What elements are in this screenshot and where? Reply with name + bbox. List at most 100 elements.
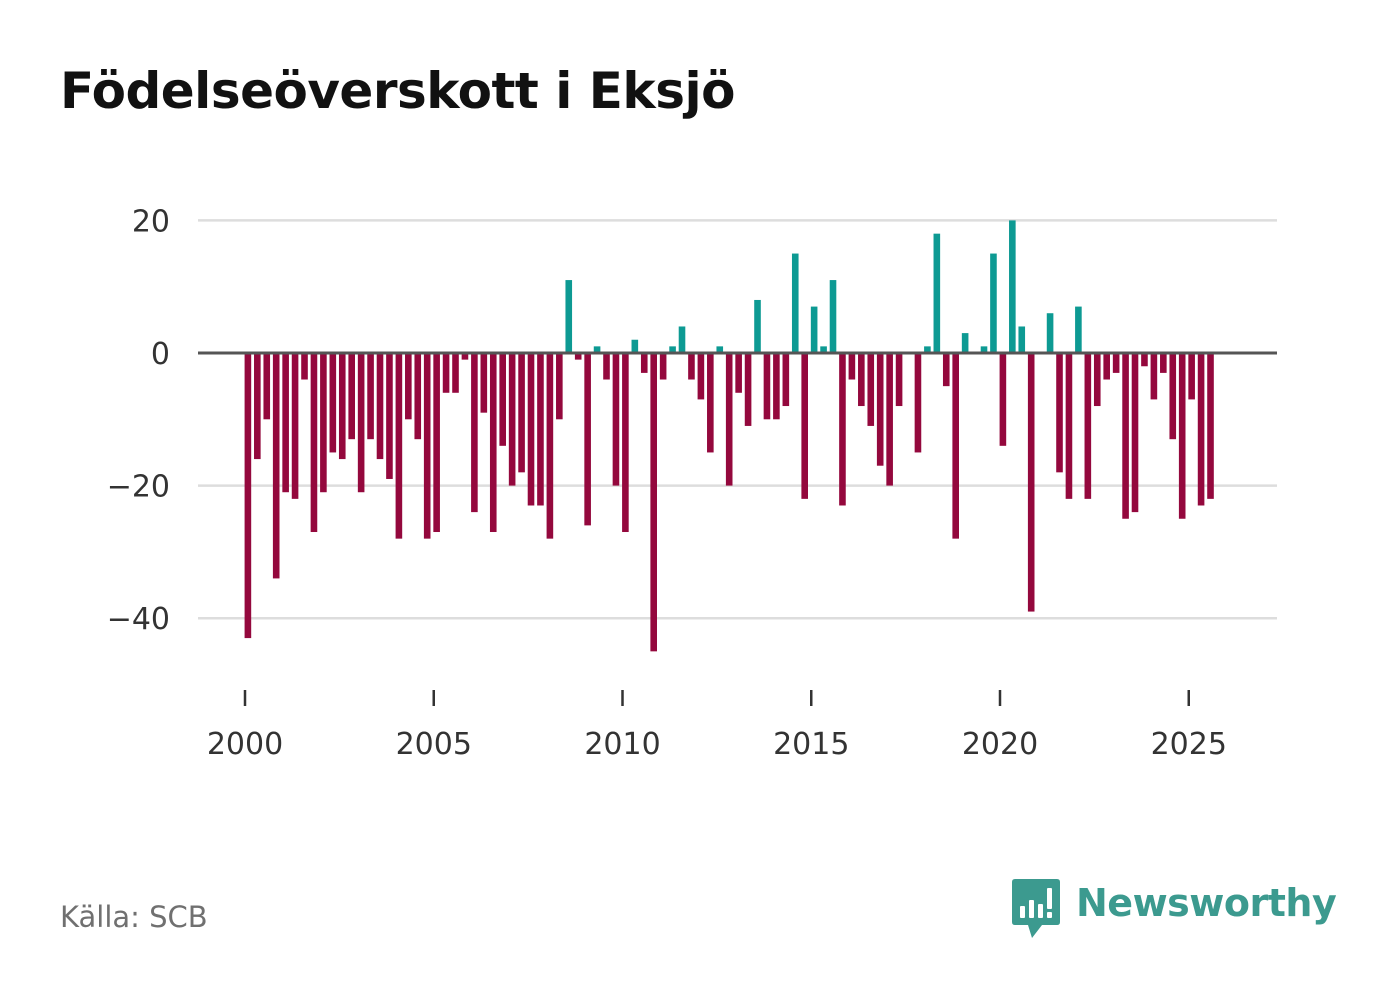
bar — [508, 353, 516, 486]
bar — [999, 353, 1007, 446]
bar — [1027, 353, 1035, 612]
x-tick-label: 2015 — [773, 727, 849, 762]
bar — [1018, 326, 1026, 353]
bar — [1112, 353, 1120, 373]
bar — [480, 353, 488, 413]
bar — [716, 346, 724, 353]
bar — [1084, 353, 1092, 499]
bar — [895, 353, 903, 407]
bar — [650, 353, 657, 652]
bar — [622, 353, 629, 533]
bar — [688, 353, 695, 380]
bar — [1122, 353, 1129, 519]
bar — [442, 353, 450, 393]
bar — [301, 353, 308, 380]
x-tick-label: 2010 — [584, 727, 660, 762]
bar — [839, 353, 846, 506]
bar — [820, 346, 827, 353]
bar — [574, 353, 582, 360]
bar — [942, 353, 950, 387]
bar — [348, 353, 355, 440]
bar — [395, 353, 403, 539]
bar — [1056, 353, 1063, 473]
bar — [867, 353, 875, 426]
x-axis: 2000 2005 2010 2015 2020 2025 — [207, 690, 1227, 762]
bar — [744, 353, 752, 426]
bar — [1169, 353, 1177, 440]
bar — [697, 353, 705, 400]
y-tick-label: 20 — [132, 204, 170, 239]
bar — [961, 333, 969, 353]
bar — [924, 346, 931, 353]
bar — [338, 353, 346, 460]
bar — [1093, 353, 1101, 407]
chart-title: Födelseöverskott i Eksjö — [60, 62, 735, 120]
bar — [773, 353, 780, 420]
bar — [471, 353, 478, 513]
bar — [876, 353, 884, 466]
bar — [405, 353, 412, 420]
bar — [1141, 353, 1148, 367]
bar — [329, 353, 337, 453]
bar — [754, 299, 761, 353]
bar — [433, 353, 440, 533]
bar — [291, 353, 299, 499]
bar — [423, 353, 431, 539]
bar — [1075, 306, 1082, 353]
bar — [1160, 353, 1167, 373]
bar — [914, 353, 922, 453]
bar — [565, 280, 573, 353]
bar — [735, 353, 742, 393]
bar — [1131, 353, 1139, 513]
y-tick-label: −40 — [107, 602, 170, 637]
bar — [556, 353, 563, 420]
bar — [310, 353, 318, 533]
bar — [386, 353, 393, 479]
bar — [612, 353, 620, 486]
bar — [933, 233, 941, 353]
bar — [1150, 353, 1158, 400]
bar — [725, 353, 733, 486]
bar — [320, 353, 327, 493]
bar — [499, 353, 506, 446]
bar — [782, 353, 790, 407]
bar — [367, 353, 374, 440]
bar — [763, 353, 771, 420]
bar — [518, 353, 525, 473]
source-label: Källa: SCB — [60, 900, 208, 934]
bar — [603, 353, 610, 380]
bar — [376, 353, 384, 460]
y-axis-labels: 20 0 −20 −40 — [107, 204, 170, 637]
bar — [791, 253, 799, 353]
bar — [1178, 353, 1186, 519]
bar — [886, 353, 893, 486]
x-tick-label: 2005 — [396, 727, 472, 762]
bar — [461, 353, 469, 360]
bar — [244, 353, 252, 639]
bars — [244, 220, 1214, 652]
bar — [848, 353, 856, 380]
bar — [357, 353, 365, 493]
bar — [980, 346, 988, 353]
bar — [952, 353, 959, 539]
newsworthy-logo-icon — [1012, 879, 1060, 938]
bar — [593, 346, 601, 353]
bar — [1009, 220, 1016, 353]
bar — [527, 353, 535, 506]
bar — [858, 353, 865, 407]
bar — [489, 353, 497, 533]
bar — [1065, 353, 1073, 499]
bar — [1103, 353, 1110, 380]
bar — [810, 306, 818, 353]
bar — [584, 353, 591, 526]
bar — [669, 346, 676, 353]
bar — [659, 353, 667, 380]
bar — [640, 353, 648, 373]
bar — [1197, 353, 1205, 506]
x-tick-label: 2020 — [962, 727, 1038, 762]
bar — [263, 353, 271, 420]
grid-lines — [198, 219, 1277, 620]
x-tick-label: 2000 — [207, 727, 283, 762]
brand-logo[interactable]: Newsworthy — [1010, 878, 1337, 940]
